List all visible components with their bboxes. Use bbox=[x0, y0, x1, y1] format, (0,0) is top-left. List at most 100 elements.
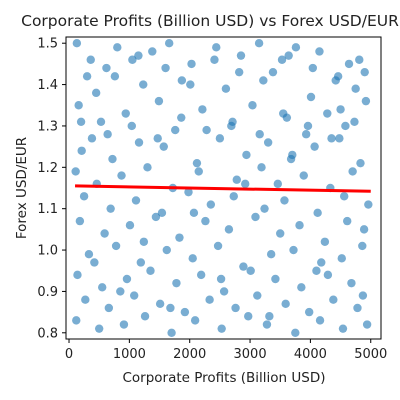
data-point bbox=[122, 274, 132, 284]
data-point bbox=[359, 225, 369, 234]
data-point bbox=[338, 324, 348, 333]
data-point bbox=[295, 221, 304, 230]
chart-title: Corporate Profits (Billion USD) vs Forex… bbox=[21, 12, 399, 30]
data-point bbox=[232, 175, 241, 184]
data-point bbox=[350, 117, 359, 127]
data-point bbox=[335, 134, 344, 143]
data-point bbox=[74, 101, 83, 110]
data-point bbox=[188, 254, 197, 263]
data-point bbox=[323, 109, 332, 118]
data-point bbox=[180, 307, 190, 317]
data-point bbox=[353, 303, 362, 313]
data-point bbox=[348, 167, 357, 176]
data-point bbox=[139, 237, 149, 246]
data-point bbox=[343, 216, 352, 226]
regression-layer bbox=[75, 184, 371, 193]
data-point bbox=[166, 303, 175, 313]
data-point bbox=[254, 39, 264, 48]
data-point bbox=[96, 117, 106, 127]
data-point bbox=[229, 192, 238, 201]
y-tick-label: 1.4 bbox=[37, 78, 58, 93]
data-point bbox=[113, 43, 122, 52]
y-tick-label: 1.3 bbox=[37, 119, 58, 134]
data-point bbox=[157, 208, 167, 218]
data-point bbox=[251, 212, 260, 222]
data-point bbox=[244, 312, 253, 321]
data-point bbox=[361, 96, 371, 106]
data-point bbox=[341, 121, 350, 131]
x-tick-label: 2000 bbox=[173, 347, 206, 362]
data-point bbox=[104, 303, 114, 313]
data-point bbox=[336, 105, 345, 114]
data-point bbox=[358, 241, 367, 251]
x-tick-label: 4000 bbox=[294, 347, 327, 362]
data-point bbox=[217, 324, 226, 333]
data-point bbox=[134, 138, 144, 147]
y-tick-label: 1.0 bbox=[37, 244, 58, 259]
data-point bbox=[213, 241, 223, 251]
data-point bbox=[248, 101, 257, 110]
y-tick-label: 1.2 bbox=[37, 161, 58, 176]
data-point bbox=[313, 208, 322, 218]
data-point bbox=[102, 63, 111, 73]
data-point bbox=[72, 316, 81, 325]
data-point bbox=[86, 55, 95, 64]
data-point bbox=[198, 105, 207, 114]
data-point bbox=[289, 245, 298, 255]
data-point bbox=[215, 134, 225, 143]
data-point bbox=[257, 163, 266, 172]
x-axis-label: Corporate Profits (Billion USD) bbox=[122, 370, 325, 386]
data-point bbox=[98, 283, 107, 292]
data-point bbox=[266, 249, 276, 259]
data-point bbox=[301, 130, 311, 139]
data-point bbox=[201, 216, 210, 226]
data-point bbox=[327, 134, 336, 143]
data-point bbox=[100, 229, 109, 238]
points-layer bbox=[71, 39, 373, 337]
data-point bbox=[162, 245, 171, 255]
data-point bbox=[84, 249, 94, 259]
data-point bbox=[304, 307, 314, 317]
data-point bbox=[339, 192, 349, 201]
data-point bbox=[310, 142, 319, 151]
data-point bbox=[177, 113, 186, 122]
y-axis-label: Forex USD/EUR bbox=[14, 137, 30, 239]
data-point bbox=[143, 163, 152, 172]
data-point bbox=[177, 76, 187, 85]
data-point bbox=[159, 142, 168, 151]
data-point bbox=[280, 196, 289, 205]
data-point bbox=[77, 146, 86, 155]
data-point bbox=[219, 287, 229, 296]
data-point bbox=[108, 154, 117, 164]
data-point bbox=[360, 67, 369, 77]
data-point bbox=[231, 303, 240, 313]
data-point bbox=[277, 55, 287, 64]
regression-line bbox=[75, 184, 371, 193]
data-point bbox=[262, 320, 272, 329]
data-point bbox=[110, 72, 120, 81]
data-point bbox=[127, 121, 136, 131]
data-point bbox=[111, 241, 121, 251]
x-tick-label: 1000 bbox=[113, 347, 146, 362]
data-point bbox=[129, 291, 139, 300]
data-point bbox=[281, 299, 290, 309]
data-point bbox=[317, 258, 326, 267]
data-point bbox=[306, 92, 316, 102]
data-point bbox=[134, 51, 143, 60]
data-point bbox=[297, 283, 306, 292]
data-point bbox=[210, 55, 219, 64]
data-point bbox=[131, 196, 141, 205]
data-point bbox=[260, 204, 269, 213]
data-point bbox=[194, 167, 203, 176]
data-point bbox=[205, 295, 214, 304]
data-point bbox=[315, 316, 325, 325]
data-point bbox=[140, 312, 150, 321]
data-point bbox=[196, 270, 206, 280]
x-tick-label: 0 bbox=[65, 347, 73, 362]
plot-frame bbox=[65, 36, 382, 340]
data-point bbox=[73, 270, 82, 280]
data-point bbox=[315, 47, 324, 56]
data-point bbox=[184, 187, 193, 197]
data-point bbox=[263, 138, 273, 147]
